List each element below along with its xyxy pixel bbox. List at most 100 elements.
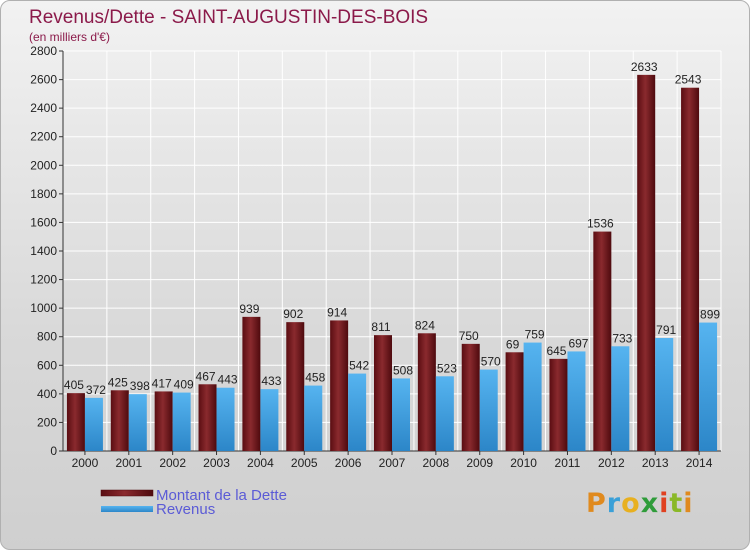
x-tick-label: 2005 — [291, 456, 318, 470]
chart-title: Revenus/Dette - SAINT-AUGUSTIN-DES-BOIS — [29, 7, 429, 28]
data-label-debt: 425 — [108, 375, 128, 389]
bar-revenue — [435, 376, 454, 451]
bar-revenue — [304, 385, 323, 451]
bar-debt — [681, 87, 700, 451]
bar-debt — [417, 333, 436, 451]
data-label-debt: 824 — [415, 318, 435, 332]
bar-revenue — [655, 338, 674, 451]
data-label-debt: 69 — [506, 337, 520, 351]
y-tick-label: 1200 — [30, 273, 57, 287]
bar-revenue — [172, 392, 191, 451]
legend: Montant de la Dette Revenus — [100, 487, 287, 518]
logo-letter: i — [659, 488, 670, 519]
y-tick-label: 1400 — [30, 244, 57, 258]
bar-debt — [593, 231, 612, 451]
y-tick-label: 2600 — [30, 73, 57, 87]
legend-swatch-revenue — [101, 506, 153, 512]
x-tick-label: 2013 — [642, 456, 669, 470]
bar-revenue — [479, 369, 498, 451]
proxiti-logo: Proxiti — [586, 488, 694, 519]
data-label-revenue: 733 — [612, 331, 632, 345]
y-tick-label: 600 — [37, 358, 57, 372]
data-label-debt: 1536 — [587, 217, 614, 231]
data-label-revenue: 433 — [261, 374, 281, 388]
data-label-revenue: 443 — [218, 373, 238, 387]
y-tick-label: 2000 — [30, 158, 57, 172]
x-tick-label: 2010 — [510, 456, 537, 470]
y-tick-label: 1600 — [30, 215, 57, 229]
data-label-revenue: 570 — [481, 355, 501, 369]
x-tick-label: 2008 — [423, 456, 450, 470]
x-tick-label: 2011 — [555, 456, 581, 470]
x-tick-label: 2012 — [598, 456, 625, 470]
bar-revenue — [611, 346, 630, 451]
x-tick-label: 2006 — [335, 456, 362, 470]
data-label-debt: 914 — [327, 305, 347, 319]
y-tick-label: 200 — [37, 415, 57, 429]
data-label-revenue: 697 — [568, 336, 588, 350]
x-tick-label: 2007 — [379, 456, 406, 470]
data-label-debt: 417 — [152, 376, 172, 390]
logo-letter: t — [669, 488, 684, 519]
data-label-revenue: 398 — [130, 379, 150, 393]
bar-debt — [330, 320, 349, 451]
data-label-debt: 902 — [283, 307, 303, 321]
bar-revenue — [348, 373, 367, 451]
bar-revenue — [392, 378, 410, 451]
x-tick-label: 2002 — [159, 456, 186, 470]
data-label-revenue: 542 — [349, 359, 369, 373]
y-tick-label: 0 — [50, 444, 57, 458]
bar-debt — [549, 358, 568, 451]
y-tick-label: 2400 — [30, 101, 57, 115]
bar-debt — [154, 391, 173, 451]
bar-debt — [198, 384, 217, 451]
logo-letter: r — [606, 488, 622, 519]
bar-debt — [286, 322, 305, 451]
bar-debt — [505, 352, 524, 451]
bar-revenue — [523, 342, 542, 451]
bar-debt — [66, 393, 85, 451]
bars — [66, 74, 718, 451]
bar-revenue — [567, 351, 586, 451]
data-label-debt: 939 — [239, 302, 259, 316]
data-label-revenue: 409 — [174, 378, 194, 392]
y-tick-label: 1800 — [30, 187, 57, 201]
legend-swatch-debt — [100, 489, 154, 497]
y-tick-label: 400 — [37, 387, 57, 401]
data-label-debt: 2633 — [631, 60, 658, 74]
bar-revenue — [128, 394, 147, 451]
bar-debt — [637, 74, 656, 451]
data-label-debt: 2543 — [675, 73, 702, 87]
data-label-debt: 405 — [64, 378, 84, 392]
x-tick-label: 2014 — [686, 456, 713, 470]
x-tick-label: 2003 — [203, 456, 230, 470]
data-label-debt: 750 — [459, 329, 479, 343]
data-label-revenue: 372 — [86, 383, 106, 397]
x-tick-label: 2004 — [247, 456, 274, 470]
y-tick-label: 2200 — [30, 130, 57, 144]
bar-revenue — [260, 389, 279, 451]
y-tick-label: 800 — [37, 330, 57, 344]
legend-label-revenue: Revenus — [156, 501, 215, 518]
bar-debt — [374, 335, 392, 451]
bar-debt — [461, 343, 480, 451]
y-tick-label: 2800 — [30, 44, 57, 58]
legend-label-debt: Montant de la Dette — [156, 487, 287, 504]
chart-subtitle: (en milliers d'€) — [29, 30, 110, 44]
logo-letter: i — [683, 488, 694, 519]
bar-revenue — [84, 397, 103, 451]
bar-debt — [110, 390, 129, 451]
bar-debt — [242, 316, 261, 451]
y-tick-label: 1000 — [30, 301, 57, 315]
data-label-debt: 467 — [196, 369, 216, 383]
data-label-revenue: 759 — [525, 328, 545, 342]
data-label-revenue: 523 — [437, 361, 457, 375]
data-label-revenue: 508 — [393, 363, 413, 377]
data-label-revenue: 791 — [656, 323, 676, 337]
data-label-debt: 645 — [546, 344, 566, 358]
x-tick-label: 2001 — [115, 456, 142, 470]
bar-revenue — [699, 322, 718, 451]
